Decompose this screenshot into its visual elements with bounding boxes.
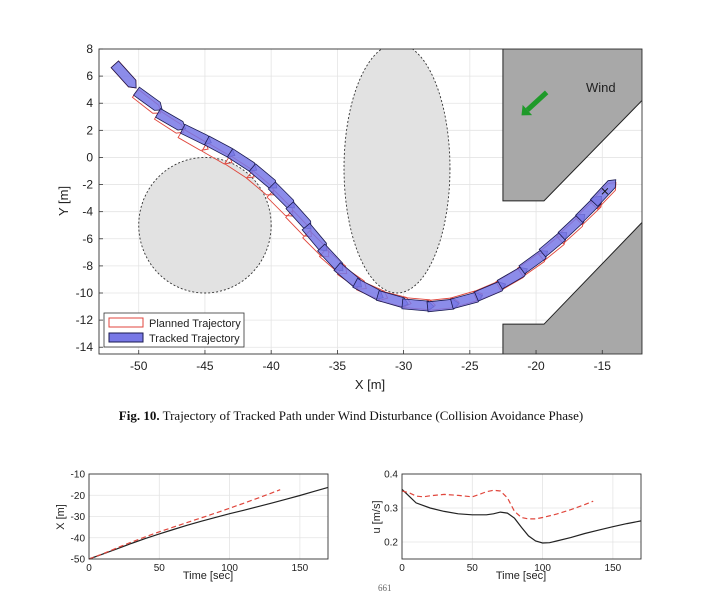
tracked-pose (132, 86, 163, 111)
x-tick-label: -25 (461, 359, 479, 373)
y-tick-label: -10 (71, 470, 86, 481)
y-axis-label: X [m] (55, 504, 67, 530)
page-number: 661 (378, 583, 392, 593)
obstacle-ellipse (343, 49, 451, 294)
wind-arrow-icon (521, 90, 549, 116)
wind-label: Wind (586, 80, 616, 95)
simulated-series-line (401, 488, 642, 544)
plot-frame (401, 473, 642, 560)
x-tick-label: 100 (534, 563, 551, 574)
wall-lower (502, 221, 642, 354)
legend-label-planned: Planned Trajectory (149, 318, 241, 330)
x-tick-label: 100 (221, 563, 238, 574)
x-tick-label: 150 (605, 563, 622, 574)
x-tick-labels: -50 -45 -40 -35 -30 -25 -20 -15 (130, 350, 611, 373)
y-tick-label: -10 (76, 286, 94, 300)
plot-frame (88, 473, 329, 560)
y-tick-label: 8 (86, 42, 93, 56)
y-tick-label: 4 (86, 96, 93, 110)
x-axis-label: Time [sec] (496, 570, 546, 582)
walls (502, 49, 642, 354)
y-tick-label: 0 (86, 150, 93, 164)
x-tick-label: 0 (399, 563, 405, 574)
x-tick-label: -45 (196, 359, 214, 373)
wind-arrow-shaft (525, 90, 549, 112)
x-tick-label: 50 (467, 563, 479, 574)
x-tick-labels: 0 50 100 150 (86, 563, 308, 574)
y-tick-labels: -10 -20 -30 -40 -50 (71, 470, 86, 566)
x-tick-label: 50 (154, 563, 166, 574)
x-tick-label: -50 (130, 359, 148, 373)
x-axis-label: Time [sec] (183, 570, 233, 582)
obstacle-circle (138, 156, 272, 294)
y-tick-label: -30 (71, 512, 86, 523)
x-tick-label: 150 (292, 563, 309, 574)
legend-swatch-planned (108, 317, 144, 328)
x-tick-label: -35 (329, 359, 347, 373)
y-tick-label: 6 (86, 69, 93, 83)
caption-label: Fig. 10. (118, 408, 160, 423)
y-tick-label: -50 (71, 555, 86, 566)
y-tick-label: -6 (82, 232, 93, 246)
y-tick-label: 0.4 (384, 470, 398, 481)
wind-arrow-head (521, 104, 533, 116)
x-time-chart: 0 50 100 150 -10 -20 -30 -40 -50 Time [sec] X [… (55, 470, 329, 582)
y-tick-label: -14 (76, 340, 94, 354)
obstacles (138, 49, 451, 294)
plot-frame (98, 48, 643, 355)
y-tick-label: -20 (71, 491, 86, 502)
y-tick-label: -2 (82, 178, 93, 192)
x-tick-label: -30 (395, 359, 413, 373)
y-tick-label: -8 (82, 259, 93, 273)
y-tick-label: 2 (86, 123, 93, 137)
tracked-pose (110, 60, 137, 89)
x-tick-label: -40 (262, 359, 280, 373)
y-tick-label: 0.2 (384, 538, 398, 549)
y-tick-labels: 0.2 0.3 0.4 (384, 470, 398, 549)
figure-caption: Fig. 10. Trajectory of Tracked Path unde… (0, 408, 702, 424)
reference-series-line (88, 489, 281, 560)
wall-upper (502, 49, 642, 202)
x-tick-label: -20 (527, 359, 545, 373)
legend: Planned Trajectory Tracked Trajectory (103, 312, 245, 348)
tracked-pose (155, 108, 187, 131)
x-tick-label: 0 (86, 563, 92, 574)
caption-text: Trajectory of Tracked Path under Wind Di… (162, 408, 584, 423)
plot-area (402, 474, 641, 559)
x-axis-label: X [m] (355, 377, 385, 392)
reference-series-line (401, 489, 594, 520)
y-axis-label: u [m/s] (371, 500, 383, 533)
series-lines (401, 488, 642, 544)
y-tick-label: -4 (82, 205, 93, 219)
x-tick-labels: 0 50 100 150 (399, 563, 621, 574)
series-lines (88, 486, 329, 560)
y-tick-label: -12 (76, 313, 94, 327)
x-tick-label: -15 (594, 359, 612, 373)
y-tick-label: -40 (71, 533, 86, 544)
y-tick-labels: -14 -12 -10 -8 -6 -4 -2 0 2 4 6 8 (76, 42, 103, 354)
trajectory-chart: Wind -50 -45 -40 -35 -30 -25 -20 -15 -14-12-10-… (56, 42, 643, 392)
u-time-chart: 0 50 100 150 0.2 0.3 0.4 Time [sec] u [m/s] (371, 470, 642, 582)
simulated-series-line (88, 486, 329, 560)
y-tick-label: 0.3 (384, 504, 398, 515)
legend-swatch-tracked (108, 332, 144, 343)
goal-marker (601, 187, 609, 195)
tracked-trajectory (110, 60, 617, 313)
y-axis-label: Y [m] (56, 186, 71, 216)
legend-label-tracked: Tracked Trajectory (149, 333, 240, 345)
